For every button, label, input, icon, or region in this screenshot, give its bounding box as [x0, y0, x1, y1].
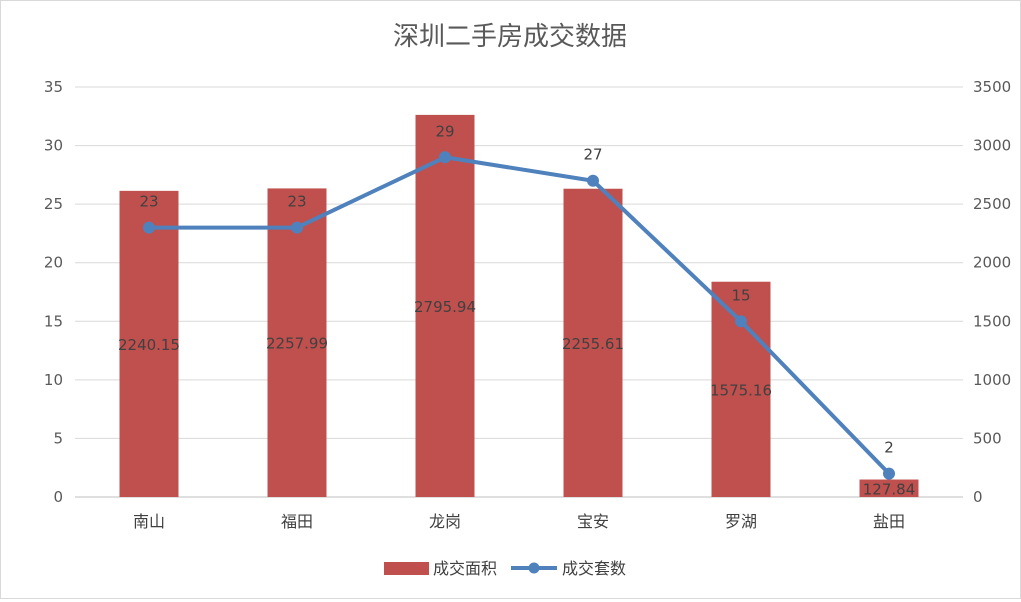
y-left-tick-label: 10: [44, 371, 63, 389]
line-series: [143, 151, 895, 480]
y-right-tick-label: 3000: [973, 137, 1011, 155]
line-data-label: 23: [139, 193, 158, 211]
y-left-tick-label: 15: [44, 312, 63, 330]
chart-title: 深圳二手房成交数据: [393, 22, 627, 52]
y-left-tick-label: 0: [53, 488, 63, 506]
x-tick-label: 宝安: [577, 512, 609, 531]
y-right-tick-label: 2000: [973, 254, 1011, 272]
x-tick-label: 福田: [281, 512, 313, 531]
bar-data-label: 127.84: [863, 480, 916, 498]
y-right-tick-label: 1500: [973, 312, 1011, 330]
line-point: [291, 221, 303, 234]
bar-data-label: 2795.94: [414, 298, 476, 316]
line-point: [883, 467, 895, 480]
y-right-tick-label: 1000: [973, 371, 1011, 389]
y-right-tick-label: 3500: [973, 78, 1011, 96]
x-tick-label: 盐田: [873, 512, 905, 531]
bar: [563, 188, 623, 497]
line-data-label: 23: [287, 193, 306, 211]
legend-label-count: 成交套数: [562, 559, 626, 578]
y-right-tick-label: 500: [973, 429, 1002, 447]
y-left-tick-label: 35: [44, 78, 63, 96]
legend-swatch-area: [384, 562, 429, 575]
legend: 成交面积 成交套数: [384, 559, 626, 578]
data-labels: 2240.15 2257.99 2795.94 2255.61 1575.16 127.8…: [118, 122, 915, 498]
line-data-label: 29: [435, 122, 454, 140]
x-tick-label: 龙岗: [429, 512, 461, 531]
line-point: [439, 151, 451, 164]
y-right-tick-label: 0: [973, 488, 983, 506]
y-left-tick-label: 30: [44, 137, 63, 155]
line-point: [735, 315, 747, 328]
bar: [119, 190, 179, 497]
bar: [267, 188, 327, 498]
y-left-tick-label: 5: [53, 429, 63, 447]
bar: [859, 479, 919, 497]
line-data-label: 27: [583, 146, 602, 164]
axis-ticks: 0 0 5 500 10 1000 15 1500 20 2000 25 2500 30 3000 35 35…: [44, 78, 1011, 531]
bar-series: [119, 114, 919, 498]
y-left-tick-label: 25: [44, 195, 63, 213]
y-left-tick-label: 20: [44, 254, 63, 272]
gridlines: [75, 86, 963, 498]
line-point: [143, 221, 155, 234]
legend-swatch-count-marker: [528, 562, 540, 574]
x-tick-label: 南山: [133, 512, 165, 531]
bar: [415, 114, 475, 498]
bar-data-label: 1575.16: [710, 381, 772, 399]
x-tick-label: 罗湖: [725, 512, 757, 531]
line-data-label: 2: [884, 439, 894, 457]
bar-data-label: 2255.61: [562, 335, 624, 353]
bar-data-label: 2257.99: [266, 335, 328, 353]
y-right-tick-label: 2500: [973, 195, 1011, 213]
line-data-label: 15: [731, 286, 750, 304]
bar-data-label: 2240.15: [118, 336, 180, 354]
line-point: [587, 174, 599, 187]
series-line: [147, 155, 891, 476]
legend-label-area: 成交面积: [433, 559, 497, 578]
